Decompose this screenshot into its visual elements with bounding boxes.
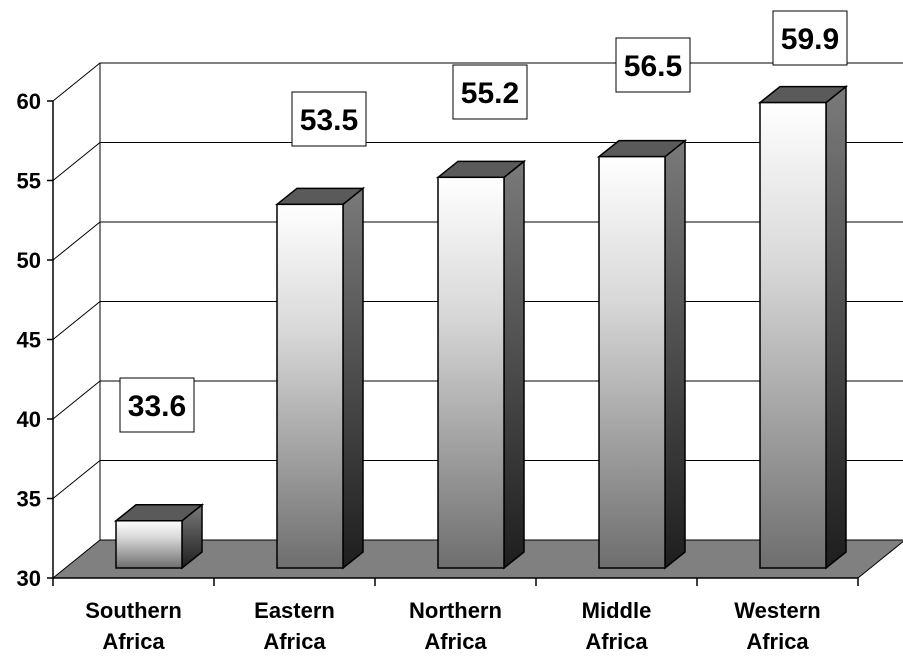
- data-label: 56.5: [615, 37, 691, 93]
- bar-front: [276, 203, 344, 569]
- bar: [596, 139, 688, 570]
- data-label-text: 56.5: [624, 50, 682, 83]
- bar-side: [342, 186, 364, 570]
- bar-front: [115, 520, 183, 569]
- data-label-box: [119, 377, 195, 433]
- bar: [757, 85, 849, 570]
- x-tick-label: Western Africa: [734, 598, 820, 654]
- x-tick-label: Eastern Africa: [254, 598, 335, 654]
- y-tick-label: 35: [17, 487, 41, 512]
- data-label-text: 59.9: [781, 23, 839, 56]
- category-labels: Southern Africa Eastern Africa Northern Afric…: [85, 598, 820, 654]
- data-label: 33.6: [119, 377, 195, 433]
- data-label: 55.2: [452, 64, 528, 120]
- y-tick-label: 60: [17, 89, 41, 114]
- value-labels: 33.6 53.5 55.2 56.5 59.9: [119, 10, 848, 433]
- bar: [274, 186, 366, 570]
- y-tick-label: 40: [17, 407, 41, 432]
- data-label-box: [772, 10, 848, 66]
- axes: 30 35 40 45 50 55 60: [17, 63, 859, 591]
- bar-side: [825, 85, 847, 570]
- data-label-box: [615, 37, 691, 93]
- y-tick-label: 30: [17, 566, 41, 591]
- bars: [113, 85, 849, 570]
- bar: [113, 503, 205, 570]
- data-label-box: [291, 91, 367, 147]
- bar-front: [437, 176, 505, 569]
- data-label-text: 55.2: [461, 77, 519, 110]
- x-tick-label: Middle Africa: [582, 598, 652, 654]
- bar-side: [664, 139, 686, 570]
- bar-side: [503, 159, 525, 570]
- x-tick-label: Northern Africa: [409, 598, 502, 654]
- y-tick-label: 55: [17, 169, 41, 194]
- data-label-box: [452, 64, 528, 120]
- y-tick-label: 45: [17, 328, 41, 353]
- bar: [435, 159, 527, 570]
- y-tick-label: 50: [17, 248, 41, 273]
- data-label-text: 53.5: [300, 104, 358, 137]
- data-label: 53.5: [291, 91, 367, 147]
- data-label: 59.9: [772, 10, 848, 66]
- bar-front: [598, 155, 666, 569]
- x-tick-label: Southern Africa: [85, 598, 182, 654]
- data-label-text: 33.6: [128, 390, 186, 423]
- bar-front: [759, 101, 827, 569]
